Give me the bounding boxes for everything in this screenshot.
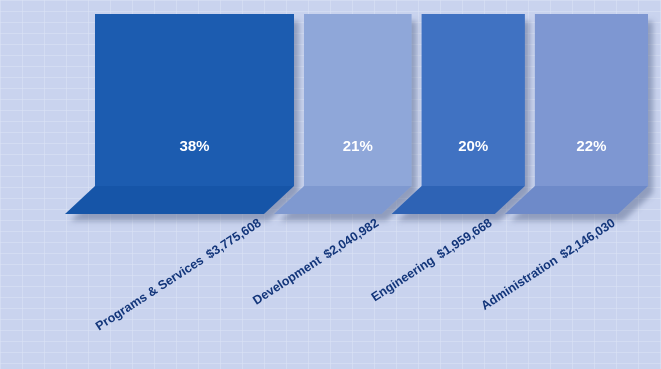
bar-3: [504, 14, 648, 214]
bar-base-2: [391, 186, 525, 214]
bar-percent-label-2: 20%: [458, 138, 488, 155]
bar-base-0: [65, 186, 295, 214]
bar-0: [65, 14, 295, 214]
bar-face-0: [95, 14, 295, 186]
bar-face-2: [421, 14, 525, 186]
bar-1: [274, 14, 412, 214]
bar-percent-label-1: 21%: [343, 138, 373, 155]
bar-face-1: [304, 14, 412, 186]
bar-2: [391, 14, 525, 214]
bar-face-3: [534, 14, 648, 186]
bar-base-1: [274, 186, 412, 214]
bar-percent-label-3: 22%: [576, 138, 606, 155]
bar-base-3: [504, 186, 648, 214]
bar-percent-label-0: 38%: [179, 138, 209, 155]
bars-layer: 38% 21% 20% 22%: [65, 14, 648, 214]
